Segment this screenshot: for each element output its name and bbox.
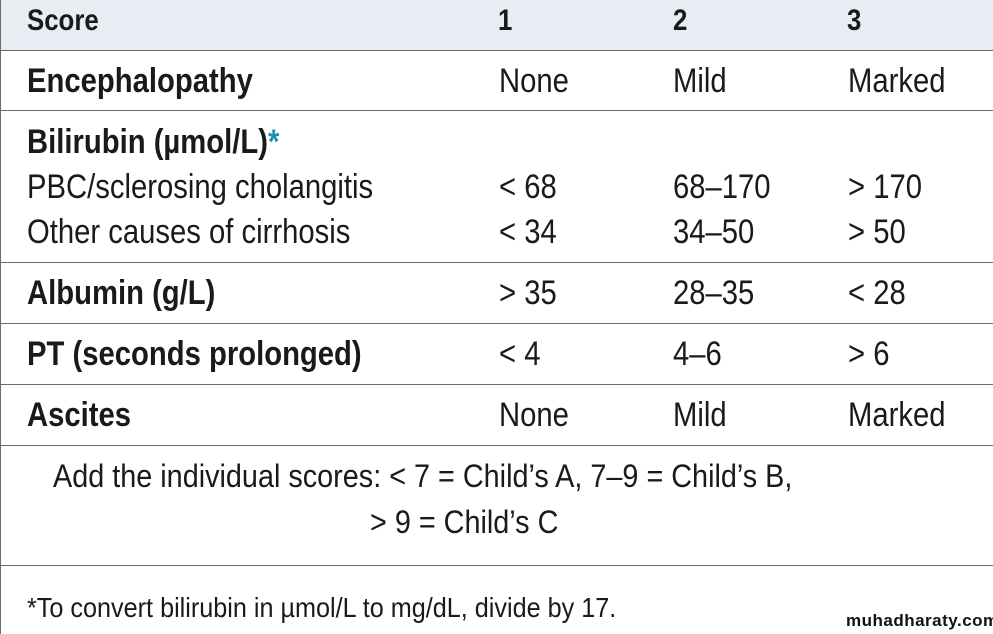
- cell-pt-1: < 4: [499, 335, 541, 373]
- row-divider: [0, 110, 993, 111]
- row-label-pt: PT (seconds prolonged): [27, 335, 362, 373]
- watermark-text: muhadharaty.com: [846, 611, 993, 630]
- header-score-2: 2: [673, 4, 688, 37]
- cell-other-2: 34–50: [673, 213, 755, 251]
- summary-line-1: Add the individual scores: < 7 = Child’s…: [53, 458, 793, 494]
- cell-albumin-1: > 35: [499, 274, 557, 312]
- row-label-albumin: Albumin (g/L): [27, 274, 216, 312]
- row-divider: [0, 323, 993, 324]
- cell-ascites-3: Marked: [848, 396, 946, 434]
- row-label-bilirubin: Bilirubin (µmol/L)*: [27, 125, 279, 159]
- cell-other-1: < 34: [499, 213, 557, 251]
- cell-pbc-2: 68–170: [673, 168, 771, 206]
- bilirubin-asterisk: *: [267, 123, 280, 161]
- cell-pbc-1: < 68: [499, 168, 557, 206]
- cell-other-3: > 50: [848, 213, 906, 251]
- cell-pt-2: 4–6: [673, 335, 722, 373]
- cell-encephalopathy-2: Mild: [673, 62, 727, 100]
- row-divider: [0, 384, 993, 385]
- header-score-label: Score: [27, 4, 99, 37]
- footnote: *To convert bilirubin in µmol/L to mg/dL…: [27, 592, 617, 623]
- cell-ascites-1: None: [499, 396, 569, 434]
- row-label-pbc: PBC/sclerosing cholangitis: [27, 168, 374, 206]
- row-label-other-causes: Other causes of cirrhosis: [27, 213, 351, 251]
- cell-pt-3: > 6: [848, 335, 890, 373]
- cell-ascites-2: Mild: [673, 396, 727, 434]
- row-label-encephalopathy: Encephalopathy: [27, 62, 253, 100]
- row-divider: [0, 445, 993, 446]
- cell-pbc-3: > 170: [848, 168, 922, 206]
- header-score-1: 1: [498, 4, 513, 37]
- cell-albumin-2: 28–35: [673, 274, 755, 312]
- cell-encephalopathy-3: Marked: [848, 62, 946, 100]
- row-divider: [0, 565, 993, 566]
- table-header-bar: [0, 0, 993, 51]
- row-label-ascites: Ascites: [27, 396, 132, 434]
- header-score-3: 3: [847, 4, 862, 37]
- bilirubin-label-text: Bilirubin (µmol/L): [27, 123, 268, 161]
- row-divider: [0, 262, 993, 263]
- summary-line-2: > 9 = Child’s C: [370, 504, 559, 540]
- table-left-border: [0, 0, 1, 634]
- cell-encephalopathy-1: None: [499, 62, 569, 100]
- cell-albumin-3: < 28: [848, 274, 906, 312]
